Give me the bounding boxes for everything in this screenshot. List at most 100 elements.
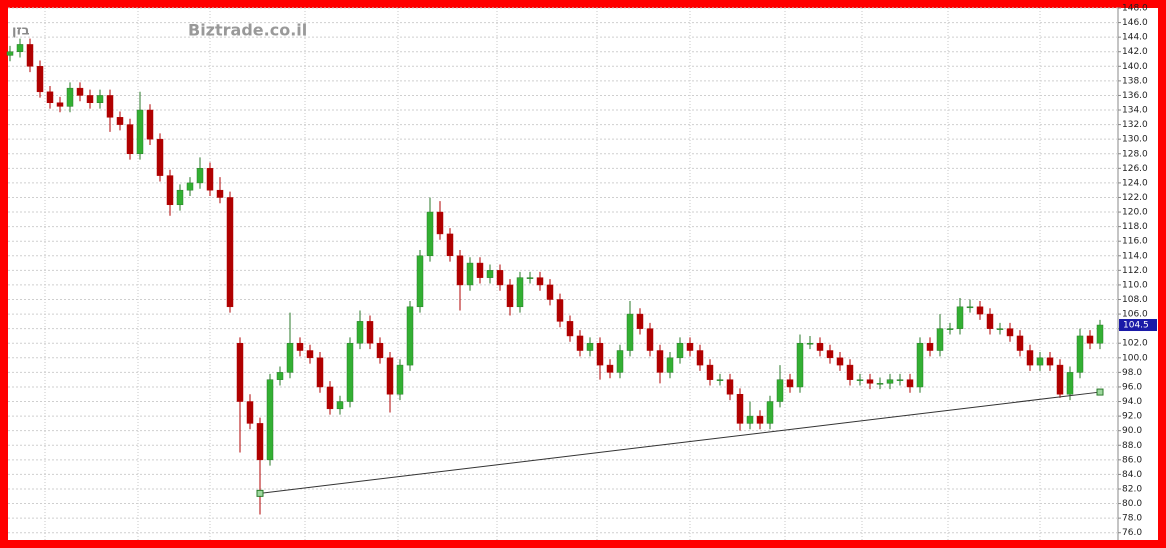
candle-body [726, 379, 734, 395]
y-tick-label: 134.0 [1122, 106, 1148, 116]
candle-body [1066, 372, 1074, 395]
candle-body [216, 189, 224, 198]
candle-body [1036, 357, 1044, 366]
y-tick-label: 110.0 [1122, 280, 1148, 290]
candle-body [966, 306, 974, 309]
candle-body [856, 379, 864, 381]
y-tick-label: 148.0 [1122, 4, 1148, 14]
candle-body [66, 87, 74, 107]
y-tick-label: 142.0 [1122, 47, 1148, 57]
candle-body [286, 342, 294, 373]
trendline-handle [1096, 388, 1104, 396]
candle-body [696, 350, 704, 366]
candle-body [486, 270, 494, 278]
last-price-box [1119, 319, 1157, 332]
candle-body [736, 393, 744, 424]
candle-body [36, 66, 44, 93]
trendline [259, 391, 1101, 494]
candle-body [1086, 335, 1094, 344]
candle-body [176, 189, 184, 206]
candle-body [466, 262, 474, 286]
y-tick-label: 122.0 [1122, 193, 1148, 203]
y-tick-label: 96.0 [1122, 382, 1142, 392]
candle-body [146, 109, 154, 140]
y-tick-label: 118.0 [1122, 222, 1148, 232]
candle-body [656, 350, 664, 373]
candle-body [336, 401, 344, 410]
y-tick-label: 106.0 [1122, 310, 1148, 320]
candle-body [906, 379, 914, 388]
y-tick-label: 120.0 [1122, 208, 1148, 218]
candle-body [706, 364, 714, 380]
candle-body [1006, 328, 1014, 337]
candle-body [866, 379, 874, 384]
candle-body [1016, 335, 1024, 351]
candle-body [126, 124, 134, 155]
y-tick-label: 146.0 [1122, 18, 1148, 28]
candle-body [116, 117, 124, 125]
last-price-label: 104.5 [1123, 321, 1149, 331]
candle-body [636, 313, 644, 329]
y-tick-label: 86.0 [1122, 455, 1142, 465]
candle-body [326, 386, 334, 410]
candle-body [626, 313, 634, 351]
y-tick-label: 130.0 [1122, 135, 1148, 145]
candle-body [716, 379, 724, 381]
candle-body [276, 372, 284, 380]
candle-body [826, 350, 834, 359]
y-tick-label: 84.0 [1122, 470, 1142, 480]
y-tick-label: 98.0 [1122, 368, 1142, 378]
candle-body [1096, 324, 1104, 344]
candle-body [16, 44, 24, 52]
candle-body [186, 182, 194, 191]
candle-body [436, 211, 444, 235]
candle-body [836, 357, 844, 366]
candle-body [956, 306, 964, 329]
candle-body [756, 415, 764, 424]
y-tick-label: 144.0 [1122, 33, 1148, 43]
y-tick-label: 128.0 [1122, 149, 1148, 159]
y-tick-label: 114.0 [1122, 251, 1148, 261]
candle-body [646, 328, 654, 351]
candle-body [1046, 357, 1054, 366]
candle-body [876, 383, 884, 385]
candle-body [776, 379, 784, 402]
candle-body [546, 284, 554, 300]
candle-body [746, 415, 754, 424]
candle-body [346, 342, 354, 402]
candle-body [976, 306, 984, 315]
candle-body [1076, 335, 1084, 373]
candle-body [616, 350, 624, 373]
candle-body [536, 277, 544, 286]
candle-body [56, 102, 64, 107]
candle-body [256, 423, 264, 461]
candle-body [476, 262, 484, 278]
candle-body [506, 284, 514, 308]
y-tick-label: 82.0 [1122, 484, 1142, 494]
y-tick-label: 140.0 [1122, 62, 1148, 72]
y-tick-label: 138.0 [1122, 76, 1148, 86]
y-tick-label: 116.0 [1122, 237, 1148, 247]
candle-body [156, 138, 164, 176]
y-tick-label: 112.0 [1122, 266, 1148, 276]
symbol: בזן [12, 24, 30, 39]
candle-body [406, 306, 414, 366]
watermark: Biztrade.co.il [188, 21, 307, 40]
candle-body [686, 342, 694, 351]
candle-body [786, 379, 794, 388]
candle-body [416, 255, 424, 308]
candle-body [96, 95, 104, 103]
candle-body [806, 342, 814, 345]
candle-body [356, 321, 364, 344]
candle-body [386, 357, 394, 395]
candle-body [206, 168, 214, 191]
candle-body [6, 51, 14, 56]
candle-body [226, 197, 234, 308]
candle-body [296, 342, 304, 351]
candle-body [76, 87, 84, 96]
candle-body [576, 335, 584, 351]
candle-body [46, 91, 54, 103]
y-tick-label: 76.0 [1122, 528, 1142, 538]
candle-body [946, 328, 954, 330]
